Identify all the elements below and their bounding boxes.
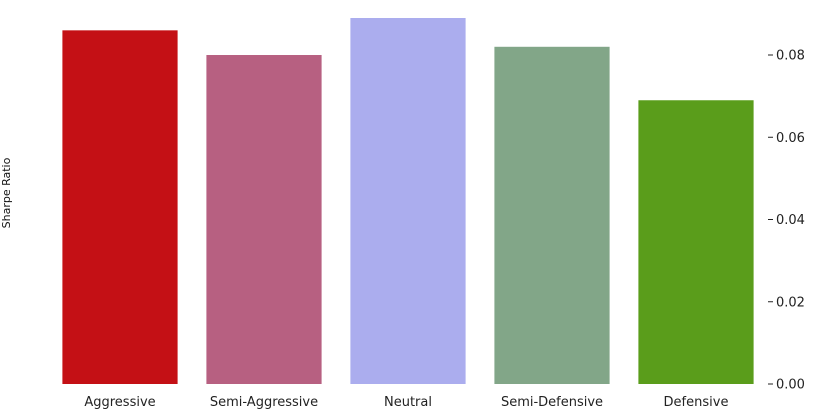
x-tick-label: Semi-Aggressive <box>210 395 318 409</box>
y-tick-label: 0.02 <box>776 295 805 310</box>
y-tick-label: 0.08 <box>776 49 805 64</box>
x-tick-label: Aggressive <box>84 395 155 409</box>
y-axis-label: Sharpe Ratio <box>0 157 13 228</box>
x-tick-label: Neutral <box>384 395 432 409</box>
bar-defensive <box>638 100 754 384</box>
x-tick-labels: Aggressive Semi-Aggressive Neutral Semi-Def… <box>84 395 728 409</box>
bar-semi-aggressive <box>206 55 322 384</box>
y-axis-ticks: 0.00 0.02 0.04 0.06 0.08 <box>768 49 805 393</box>
y-tick-label: 0.00 <box>776 378 805 393</box>
bar-semi-defensive <box>494 46 610 384</box>
x-tick-label: Semi-Defensive <box>501 395 603 409</box>
bar-aggressive <box>62 30 178 385</box>
y-tick-label: 0.06 <box>776 131 805 146</box>
y-tick-label: 0.04 <box>776 213 805 228</box>
x-tick-label: Defensive <box>664 395 729 409</box>
bar-neutral <box>350 18 466 384</box>
bars-group <box>62 18 754 385</box>
